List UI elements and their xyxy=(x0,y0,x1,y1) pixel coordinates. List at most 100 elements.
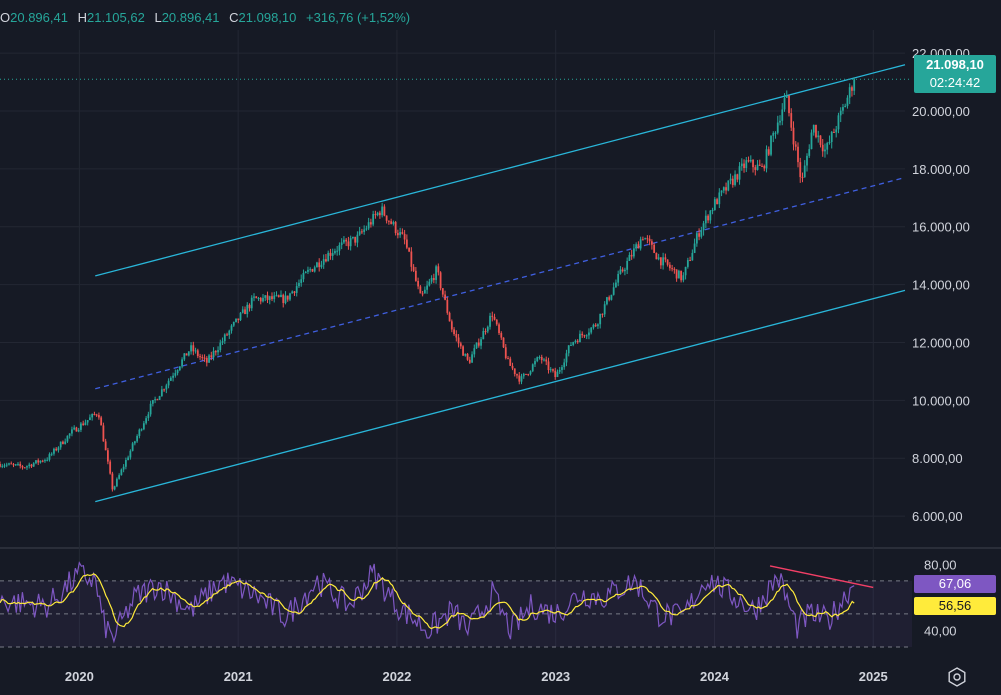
candle-body xyxy=(558,369,561,372)
candle-body xyxy=(12,464,15,466)
candle-body xyxy=(668,264,671,269)
candle-body xyxy=(392,222,395,224)
candle-body xyxy=(594,324,597,327)
candle-body xyxy=(624,269,626,272)
candle-body xyxy=(232,322,235,326)
candle-body xyxy=(664,257,667,260)
candle-body xyxy=(316,262,318,268)
candle-body xyxy=(167,380,170,386)
candle-body xyxy=(8,463,10,465)
candle-body xyxy=(223,334,226,342)
candle-body xyxy=(455,334,458,338)
candle-body xyxy=(743,163,745,169)
candle-body xyxy=(419,286,422,294)
candle-body xyxy=(446,299,449,313)
candle-body xyxy=(833,131,835,133)
candle-body xyxy=(810,132,813,150)
candle-body xyxy=(358,231,361,235)
candle-body xyxy=(648,238,651,242)
candle-body xyxy=(776,122,779,133)
candle-body xyxy=(511,365,514,369)
candle-body xyxy=(713,199,716,211)
candle-body xyxy=(599,313,602,325)
candle-body xyxy=(435,266,437,280)
candle-body xyxy=(194,350,197,352)
candle-body xyxy=(527,373,530,375)
candle-body xyxy=(235,318,237,323)
candle-body xyxy=(217,350,219,353)
candle-body xyxy=(133,441,136,444)
candle-body xyxy=(140,429,143,431)
candle-body xyxy=(239,312,242,321)
candle-body xyxy=(325,259,327,262)
candle-body xyxy=(482,331,485,340)
candle-body xyxy=(313,267,316,272)
candle-body xyxy=(35,460,37,464)
candle-body xyxy=(160,389,163,397)
candle-body xyxy=(644,238,647,240)
candle-body xyxy=(653,244,656,253)
candle-body xyxy=(259,298,262,302)
candle-body xyxy=(336,250,339,252)
candle-body xyxy=(396,233,399,236)
candle-body xyxy=(212,351,215,358)
candle-body xyxy=(253,296,255,298)
candle-body xyxy=(75,427,78,432)
candle-body xyxy=(812,124,815,133)
candle-body xyxy=(66,435,69,442)
candle-body xyxy=(716,199,718,205)
rsi-value-badge: 67,06 xyxy=(914,575,996,593)
candle-body xyxy=(203,357,206,359)
candle-body xyxy=(565,353,568,363)
candle-body xyxy=(489,315,491,327)
channel-lower-line xyxy=(95,289,906,503)
candle-body xyxy=(178,366,181,371)
candle-body xyxy=(556,371,559,378)
candle-body xyxy=(630,254,633,257)
candle-body xyxy=(345,239,348,242)
candle-body xyxy=(399,232,402,236)
candle-body xyxy=(369,222,372,225)
candle-body xyxy=(327,252,330,262)
candle-body xyxy=(781,109,784,121)
candle-body xyxy=(84,422,87,426)
candle-body xyxy=(244,309,246,315)
candle-body xyxy=(293,291,296,293)
candle-body xyxy=(275,295,278,297)
candle-body xyxy=(98,415,100,418)
candle-body xyxy=(597,324,599,327)
candle-body xyxy=(617,273,620,283)
candle-body xyxy=(772,133,775,136)
candle-body xyxy=(574,340,577,343)
settings-gear-icon[interactable] xyxy=(946,666,968,688)
candle-body xyxy=(563,362,566,368)
candle-body xyxy=(349,238,352,247)
candle-body xyxy=(32,463,35,467)
price-tick-label: 20.000,00 xyxy=(912,104,970,119)
candle-body xyxy=(187,351,190,356)
candle-body xyxy=(799,162,802,178)
candle-body xyxy=(356,234,359,243)
candle-body xyxy=(534,361,536,365)
candle-body xyxy=(176,370,179,374)
close-value: 21.098,10 xyxy=(238,10,297,25)
candle-body xyxy=(727,180,730,191)
price-axis: 6.000,00 8.000,00 10.000,00 12.000,00 14.000… xyxy=(912,46,970,524)
candle-body xyxy=(421,293,424,295)
candle-body xyxy=(752,159,754,168)
candle-body xyxy=(118,475,121,479)
candle-body xyxy=(405,239,408,248)
candle-body xyxy=(774,132,777,134)
candle-body xyxy=(520,376,523,382)
candle-body xyxy=(628,254,631,261)
candle-body xyxy=(601,313,604,315)
candle-body xyxy=(318,262,321,268)
candle-body xyxy=(689,260,691,262)
candle-body xyxy=(747,160,750,162)
last-price-value: 21.098,10 xyxy=(926,57,984,72)
candle-body xyxy=(320,264,323,268)
candle-body xyxy=(248,304,251,309)
candle-body xyxy=(853,79,856,91)
last-price-tag: 21.098,10 02:24:42 xyxy=(914,55,996,93)
